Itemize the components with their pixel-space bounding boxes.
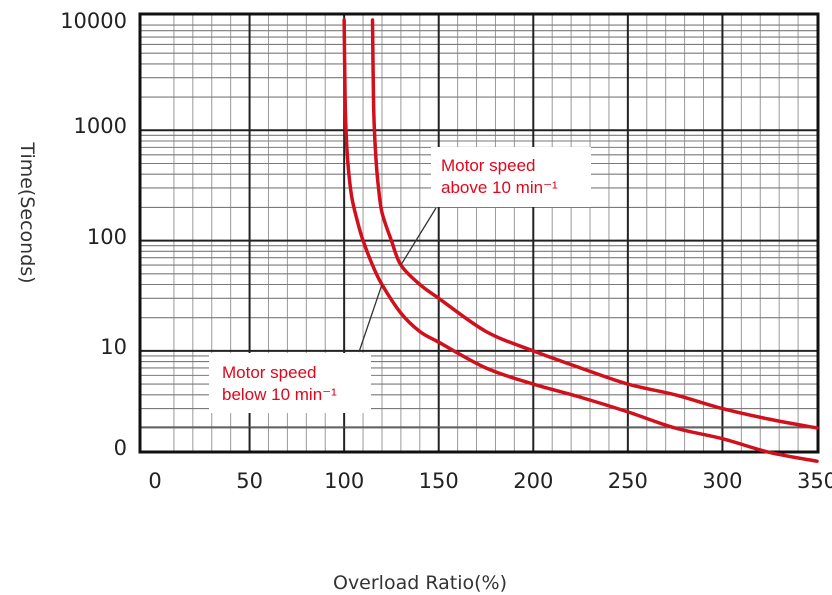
y-axis-title: Time(Seconds) bbox=[16, 141, 38, 283]
y-tick-label: 100 bbox=[87, 225, 127, 249]
x-tick-label: 200 bbox=[513, 469, 553, 493]
annotation-text: Motor speed bbox=[441, 156, 536, 175]
minor-grid bbox=[140, 14, 818, 452]
y-tick-labels: 0 10 100 1000 10000 bbox=[60, 9, 127, 460]
x-tick-label: 250 bbox=[608, 469, 648, 493]
annotation-above: Motor speed above 10 min⁻¹ bbox=[431, 147, 591, 207]
leader-line-below bbox=[358, 284, 383, 353]
annotation-text: Motor speed bbox=[222, 363, 317, 382]
annotation-text: above 10 min⁻¹ bbox=[441, 178, 558, 197]
plot-frame bbox=[138, 12, 820, 454]
annotation-box bbox=[431, 147, 591, 207]
y-tick-label: 0 bbox=[114, 436, 127, 460]
annotation-boxes: Motor speed above 10 min⁻¹ Motor speed belo… bbox=[209, 147, 591, 413]
series-curves bbox=[342, 18, 819, 463]
x-tick-label: 150 bbox=[419, 469, 459, 493]
y-tick-label: 10000 bbox=[60, 9, 127, 33]
annotation-below: Motor speed below 10 min⁻¹ bbox=[209, 353, 371, 413]
y-tick-label: 10 bbox=[100, 335, 127, 359]
annotation-text: below 10 min⁻¹ bbox=[222, 385, 337, 404]
x-tick-label: 300 bbox=[702, 469, 742, 493]
x-tick-label: 100 bbox=[324, 469, 364, 493]
series-line-above-10 bbox=[370, 18, 819, 430]
x-tick-label: 0 bbox=[148, 469, 161, 493]
series-line-below-10 bbox=[342, 18, 819, 463]
x-tick-labels: 0 50 100 150 200 250 300 350 bbox=[148, 469, 832, 493]
x-tick-label: 350 bbox=[797, 469, 832, 493]
x-tick-label: 50 bbox=[236, 469, 263, 493]
x-axis-title: Overload Ratio(%) bbox=[333, 572, 507, 594]
annotation-box bbox=[209, 353, 371, 413]
annotation-leaders bbox=[358, 207, 437, 353]
leader-line-above bbox=[400, 207, 437, 266]
y-tick-label: 1000 bbox=[74, 114, 127, 138]
